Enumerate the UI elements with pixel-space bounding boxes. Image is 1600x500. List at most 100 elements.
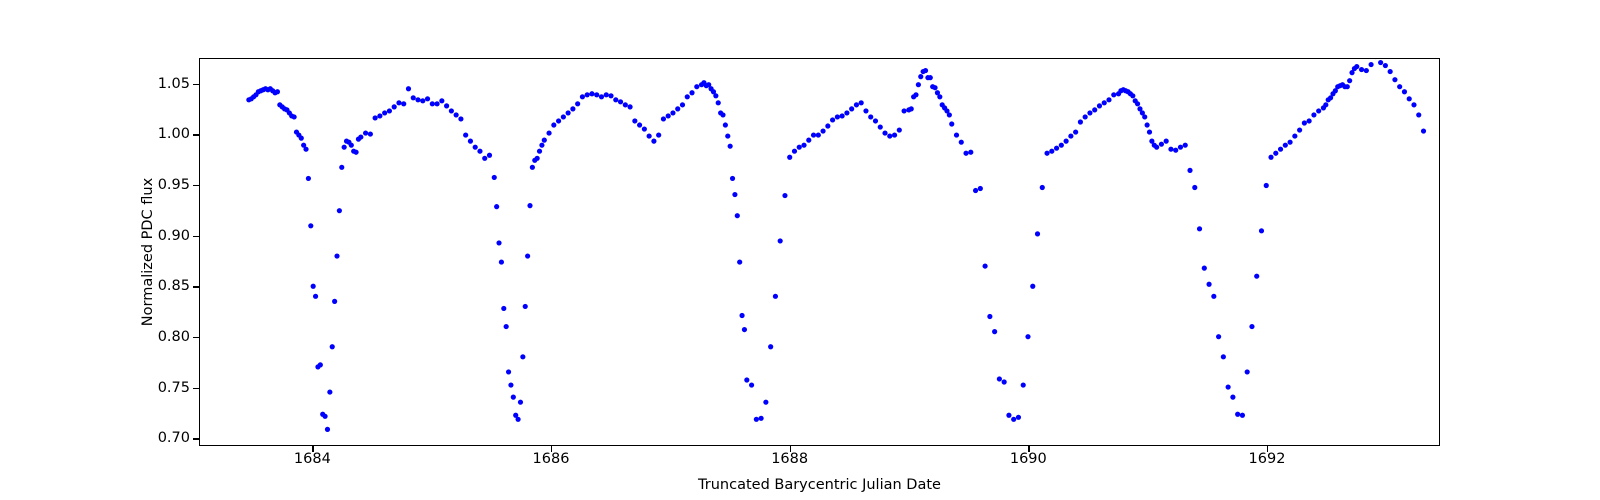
data-point (527, 203, 533, 209)
data-point (1392, 77, 1398, 83)
data-point (305, 175, 312, 182)
data-point (863, 108, 869, 114)
data-point (1101, 100, 1107, 106)
data-point (1073, 129, 1079, 135)
y-tick-label: 0.90 (157, 227, 190, 244)
data-point (694, 84, 700, 90)
data-point (1177, 144, 1184, 150)
data-point (377, 113, 383, 119)
data-point (1142, 114, 1148, 120)
data-point (1001, 379, 1007, 385)
data-point (348, 142, 354, 148)
data-point (720, 112, 726, 118)
data-point (949, 121, 955, 127)
data-point (336, 208, 342, 214)
data-point (1306, 118, 1312, 124)
data-point (503, 323, 509, 330)
data-point (777, 238, 783, 244)
data-point (1397, 84, 1403, 90)
data-point (598, 94, 605, 100)
x-tick-label: 1690 (1009, 451, 1047, 467)
data-point (453, 112, 459, 118)
data-point (513, 412, 519, 418)
data-point (525, 253, 531, 259)
data-point (806, 137, 812, 143)
data-point (768, 344, 774, 350)
data-point (1216, 334, 1222, 340)
data-point (341, 144, 347, 150)
data-point (1049, 148, 1055, 154)
data-point (391, 104, 397, 110)
data-point (982, 263, 988, 269)
data-point (839, 113, 845, 119)
data-point (505, 369, 512, 375)
data-point (1137, 106, 1143, 112)
data-point (791, 148, 798, 154)
data-point (1344, 84, 1350, 90)
data-point (706, 82, 712, 88)
data-point (737, 259, 743, 265)
data-point (565, 110, 571, 116)
data-point (891, 132, 898, 138)
x-tick-label: 1692 (1248, 451, 1286, 467)
data-point (968, 149, 974, 155)
data-point (301, 142, 307, 148)
data-point (1006, 412, 1012, 418)
data-point (877, 124, 883, 130)
data-point (1254, 273, 1260, 279)
data-point (932, 85, 938, 91)
data-point (1030, 283, 1036, 289)
data-point (613, 97, 619, 103)
data-point (632, 118, 638, 124)
y-tick-label: 0.95 (157, 176, 190, 193)
data-point (713, 93, 719, 99)
data-point (498, 259, 505, 265)
data-point (1025, 334, 1031, 340)
data-point (579, 94, 586, 100)
data-point (739, 312, 745, 319)
data-point (482, 155, 488, 161)
data-point (1192, 184, 1198, 191)
data-point (617, 99, 624, 105)
y-tick-label: 0.80 (157, 328, 190, 345)
data-point (1220, 354, 1226, 360)
data-point (753, 416, 759, 422)
data-point (308, 223, 314, 229)
data-point (1182, 142, 1188, 148)
y-tick-mark (193, 337, 199, 339)
data-point (575, 101, 581, 107)
data-point (522, 303, 528, 310)
y-tick-mark (193, 286, 199, 288)
data-point (603, 92, 609, 98)
data-point (732, 191, 738, 198)
data-point (424, 96, 431, 102)
data-point (853, 102, 860, 108)
data-point (1146, 129, 1153, 135)
data-point (670, 110, 676, 116)
data-point (934, 90, 941, 96)
data-point (675, 106, 681, 112)
data-point (420, 98, 426, 104)
data-point (570, 106, 576, 112)
data-point (977, 185, 983, 192)
data-point (963, 150, 969, 156)
data-point (551, 122, 557, 128)
data-point (1239, 412, 1246, 418)
data-point (508, 382, 514, 388)
data-point (329, 344, 335, 350)
data-point (517, 399, 524, 405)
data-point (748, 382, 755, 388)
data-point (458, 116, 464, 122)
data-point (1206, 281, 1212, 287)
data-point (787, 154, 793, 160)
scatter-plot-svg (246, 59, 1427, 432)
data-point (608, 93, 614, 99)
data-point (1039, 184, 1045, 191)
x-tick-mark (1028, 446, 1030, 452)
data-point (1258, 228, 1265, 234)
data-point (520, 354, 526, 360)
y-tick-mark (193, 438, 199, 440)
data-point (887, 133, 893, 139)
data-point (1087, 110, 1093, 116)
